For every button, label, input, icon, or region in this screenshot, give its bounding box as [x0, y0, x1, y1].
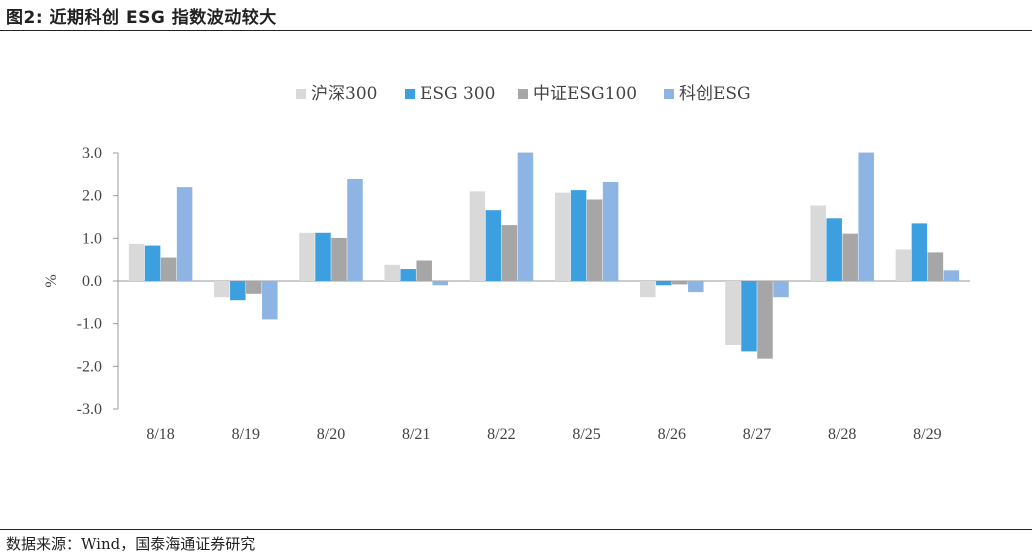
- bar-8-25-series-2: [570, 190, 587, 281]
- x-tick-label: 8/19: [232, 426, 260, 443]
- top-rule: [0, 30, 1032, 31]
- bar-8-27-series-2: [741, 281, 757, 352]
- bar-8-19-series-3: [246, 281, 262, 294]
- bar-8-18-series-4: [176, 187, 193, 281]
- bar-8-22-series-4: [517, 152, 534, 281]
- legend-label-1: 沪深300: [311, 84, 377, 104]
- source-note: 数据来源：Wind，国泰海通证券研究: [6, 535, 256, 553]
- bar-8-29-series-4: [943, 270, 960, 281]
- bar-8-26-series-4: [688, 281, 704, 293]
- bar-8-18-series-3: [160, 257, 177, 281]
- bar-8-27-series-1: [725, 281, 741, 345]
- x-tick-label: 8/27: [743, 426, 771, 443]
- bar-8-29-series-3: [927, 252, 944, 281]
- x-tick-label: 8/26: [658, 426, 686, 443]
- bar-8-26-series-3: [672, 281, 688, 285]
- y-tick-label: -1.0: [77, 316, 102, 333]
- bar-chart: 3.0 2.0 1.0 0.0 -1.0 -2.0 -3.0% 8/18 8/19 8/20 8/2…: [43, 84, 970, 443]
- x-tick-label: 8/29: [913, 426, 941, 443]
- y-tick-label: -2.0: [77, 358, 102, 375]
- y-tick-label: 1.0: [82, 230, 102, 247]
- bottom-rule: [0, 529, 1032, 530]
- bar-8-27-series-3: [757, 281, 773, 359]
- y-tick-label: 2.0: [82, 188, 102, 205]
- bar-8-26-series-1: [640, 281, 656, 298]
- legend-swatch-2: [405, 89, 415, 99]
- bar-8-21-series-1: [384, 264, 400, 281]
- x-tick-label: 8/21: [402, 426, 430, 443]
- y-tick-label: -3.0: [77, 401, 102, 418]
- x-tick-label: 8/20: [317, 426, 345, 443]
- legend-label-4: 科创ESG: [679, 84, 751, 104]
- x-tick-label: 8/18: [146, 426, 174, 443]
- x-tick-label: 8/22: [487, 426, 515, 443]
- bar-8-20-series-3: [331, 237, 347, 281]
- bar-8-18-series-2: [144, 245, 161, 281]
- bar-8-18-series-1: [128, 243, 145, 281]
- bar-8-25-series-3: [586, 199, 603, 281]
- figure-title: 图2: 近期科创 ESG 指数波动较大: [6, 8, 277, 28]
- bar-8-19-series-2: [230, 281, 246, 301]
- bar-8-25-series-1: [554, 192, 571, 281]
- legend-swatch-4: [664, 89, 674, 99]
- bar-8-29-series-1: [895, 249, 912, 281]
- bar-8-26-series-2: [656, 281, 672, 286]
- y-tick-label: 3.0: [82, 145, 102, 162]
- bar-8-27-series-4: [773, 281, 789, 298]
- bar-8-20-series-1: [299, 232, 315, 281]
- bar-8-29-series-2: [911, 223, 928, 281]
- bar-8-25-series-4: [602, 182, 619, 281]
- y-tick-label: 0.0: [82, 273, 102, 290]
- bar-8-19-series-4: [262, 281, 278, 320]
- bar-8-28-series-4: [858, 152, 874, 281]
- bar-8-22-series-3: [501, 225, 518, 281]
- bar-8-21-series-3: [416, 260, 432, 281]
- legend-label-2: ESG 300: [420, 84, 496, 104]
- x-tick-label: 8/28: [828, 426, 856, 443]
- y-axis-title: %: [43, 274, 60, 287]
- bar-8-20-series-2: [315, 232, 331, 281]
- bar-8-28-series-3: [842, 233, 858, 281]
- bar-8-21-series-4: [432, 281, 448, 286]
- legend-label-3: 中证ESG100: [533, 84, 637, 104]
- bar-8-22-series-1: [469, 191, 486, 281]
- x-tick-label: 8/25: [572, 426, 600, 443]
- bar-8-21-series-2: [400, 269, 416, 281]
- bar-8-20-series-4: [347, 179, 363, 281]
- bar-8-19-series-1: [214, 281, 230, 298]
- legend-swatch-1: [296, 89, 306, 99]
- bar-8-28-series-2: [826, 218, 842, 281]
- legend-swatch-3: [518, 89, 528, 99]
- bar-8-22-series-2: [485, 210, 502, 281]
- bar-8-28-series-1: [810, 205, 826, 281]
